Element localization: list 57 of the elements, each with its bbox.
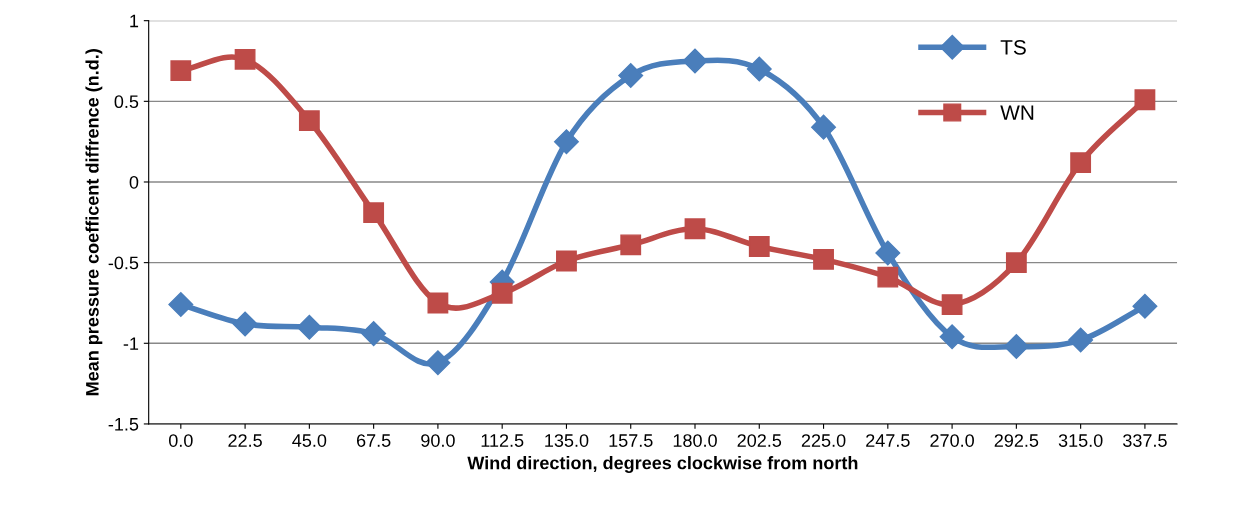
- x-tick-label: 247.5: [866, 434, 910, 447]
- y-tick-label: 0: [129, 175, 139, 189]
- x-tick-label: 292.5: [994, 434, 1039, 447]
- y-axis-title: Mean pressure coefficent diffrence (n.d.): [85, 49, 103, 396]
- x-tick-label: 22.5: [228, 434, 262, 447]
- point: [811, 114, 837, 140]
- point: [298, 110, 320, 132]
- x-tick-label: 157.5: [609, 434, 653, 447]
- y-tick-label: -1: [123, 337, 139, 350]
- y-tick-label: 1: [130, 14, 139, 28]
- x-tick-label: 225.0: [801, 434, 846, 447]
- point: [620, 234, 642, 256]
- point: [877, 266, 899, 288]
- point: [1134, 89, 1156, 111]
- point: [232, 311, 258, 337]
- point: [553, 129, 579, 155]
- x-tick-label: 315.0: [1058, 434, 1103, 447]
- x-tick-label: 202.5: [737, 434, 782, 447]
- point: [748, 236, 770, 257]
- point: [361, 321, 387, 347]
- point: [425, 350, 451, 376]
- point: [682, 48, 708, 74]
- x-tick-label: 90.0: [421, 434, 455, 447]
- y-tick-label: -1.5: [108, 418, 139, 431]
- y-tick-label: 0.5: [114, 95, 139, 109]
- point: [875, 240, 901, 266]
- point: [556, 250, 577, 272]
- point: [363, 202, 385, 224]
- point: [168, 292, 194, 318]
- x-tick-label: 45.0: [292, 434, 327, 447]
- x-axis-title: Wind direction, degrees clockwise from north: [467, 456, 858, 473]
- point: [813, 248, 834, 270]
- point: [427, 292, 449, 314]
- point: [618, 63, 644, 89]
- point: [234, 48, 256, 70]
- point: [1068, 327, 1094, 353]
- point: [170, 60, 192, 82]
- point: [1132, 293, 1158, 319]
- x-tick-label: 135.0: [545, 434, 589, 447]
- point: [941, 294, 963, 315]
- x-tick-label: 67.5: [356, 434, 391, 447]
- point: [1070, 152, 1092, 174]
- x-tick-label: 337.5: [1123, 434, 1167, 447]
- x-tick-label: 0.0: [168, 434, 193, 447]
- point: [491, 282, 513, 304]
- point: [1003, 334, 1029, 359]
- point: [1005, 252, 1027, 274]
- legend-label: TS: [1000, 39, 1026, 55]
- x-tick-label: 270.0: [930, 434, 974, 447]
- point: [296, 314, 322, 340]
- point: [939, 324, 965, 350]
- x-tick-label: 112.5: [481, 434, 524, 447]
- y-tick-label: -0.5: [108, 256, 139, 270]
- point: [684, 218, 706, 240]
- legend-label: WN: [1000, 105, 1034, 120]
- x-tick-label: 180.0: [673, 434, 717, 447]
- point: [746, 56, 772, 82]
